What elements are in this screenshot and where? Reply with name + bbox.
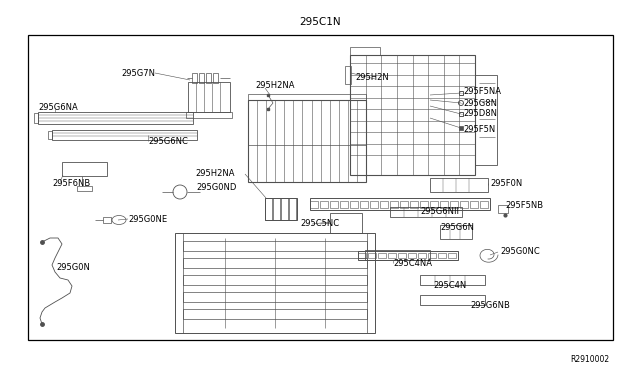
Bar (420, 275, 485, 285)
Bar (213, 73, 218, 83)
Bar (77, 186, 92, 191)
Text: 295G0N: 295G0N (56, 263, 90, 272)
Text: 295C1N: 295C1N (299, 17, 341, 27)
Text: 295H2NA: 295H2NA (195, 170, 234, 179)
Bar (365, 250, 430, 260)
Bar (186, 112, 232, 118)
Text: 295G8N: 295G8N (463, 99, 497, 108)
Bar (408, 253, 416, 258)
Bar (390, 207, 462, 217)
Bar (430, 178, 488, 192)
Bar (428, 253, 436, 258)
Text: 295F6NB: 295F6NB (52, 179, 90, 187)
Bar (183, 309, 367, 319)
Text: 295F0N: 295F0N (490, 179, 522, 187)
Bar (340, 201, 348, 208)
Bar (62, 162, 107, 176)
Bar (475, 75, 497, 165)
Bar (34, 113, 38, 123)
Bar (192, 73, 197, 83)
Bar (310, 198, 490, 210)
Bar (183, 275, 367, 285)
Bar (460, 201, 468, 208)
Bar (400, 201, 408, 208)
Bar (206, 73, 211, 83)
Text: 295G6NII: 295G6NII (420, 208, 459, 217)
Bar (330, 213, 362, 233)
Bar (199, 73, 204, 83)
Bar (368, 253, 376, 258)
Bar (358, 253, 366, 258)
Bar (330, 201, 338, 208)
Bar (418, 253, 426, 258)
Bar (358, 251, 458, 260)
Bar (410, 201, 418, 208)
Bar (281, 198, 288, 220)
Bar (350, 201, 358, 208)
Text: 295D8N: 295D8N (463, 109, 497, 119)
Text: 295C4NA: 295C4NA (393, 260, 432, 269)
Bar (265, 198, 297, 220)
Bar (248, 94, 366, 100)
Text: R2910002: R2910002 (570, 356, 609, 365)
Bar (48, 131, 52, 139)
Text: 295F5NA: 295F5NA (463, 87, 501, 96)
Text: 295G6NA: 295G6NA (38, 103, 77, 112)
Bar (188, 82, 230, 112)
Bar (289, 198, 296, 220)
Bar (448, 253, 456, 258)
Text: 295G6N: 295G6N (440, 224, 474, 232)
Bar (390, 201, 398, 208)
Text: 295C5NC: 295C5NC (300, 219, 339, 228)
Bar (398, 253, 406, 258)
Bar (310, 201, 318, 208)
Text: 295G0ND: 295G0ND (196, 183, 236, 192)
Bar (175, 233, 375, 333)
Bar (28, 35, 613, 340)
Text: 295G0NC: 295G0NC (500, 247, 540, 257)
Bar (183, 241, 367, 251)
Bar (470, 201, 478, 208)
Bar (248, 100, 366, 182)
Bar (480, 201, 488, 208)
Text: 295F5NB: 295F5NB (505, 201, 543, 209)
Bar (370, 201, 378, 208)
Text: 295G0NE: 295G0NE (128, 215, 167, 224)
Bar (378, 253, 386, 258)
Text: 295H2NA: 295H2NA (255, 81, 294, 90)
Bar (430, 201, 438, 208)
Bar (350, 55, 475, 175)
Bar (38, 112, 193, 124)
Bar (450, 201, 458, 208)
Bar (420, 201, 428, 208)
Bar (350, 47, 380, 55)
Text: 295F5N: 295F5N (463, 125, 495, 135)
Bar (440, 201, 448, 208)
Bar (103, 217, 111, 223)
Text: 295G7N: 295G7N (121, 68, 155, 77)
Text: 295G6NB: 295G6NB (470, 301, 510, 310)
Bar (388, 253, 396, 258)
Bar (438, 253, 446, 258)
Text: 295C4N: 295C4N (433, 280, 467, 289)
Bar (498, 205, 508, 213)
Bar (380, 201, 388, 208)
Bar (183, 292, 367, 302)
Text: 295G6NC: 295G6NC (148, 137, 188, 145)
Bar (440, 225, 472, 239)
Bar (360, 201, 368, 208)
Bar (273, 198, 280, 220)
Text: 295H2N: 295H2N (355, 74, 388, 83)
Bar (265, 198, 272, 220)
Bar (320, 201, 328, 208)
Bar (420, 295, 485, 305)
Bar (52, 130, 197, 140)
Bar (345, 66, 351, 84)
Bar (183, 258, 367, 268)
